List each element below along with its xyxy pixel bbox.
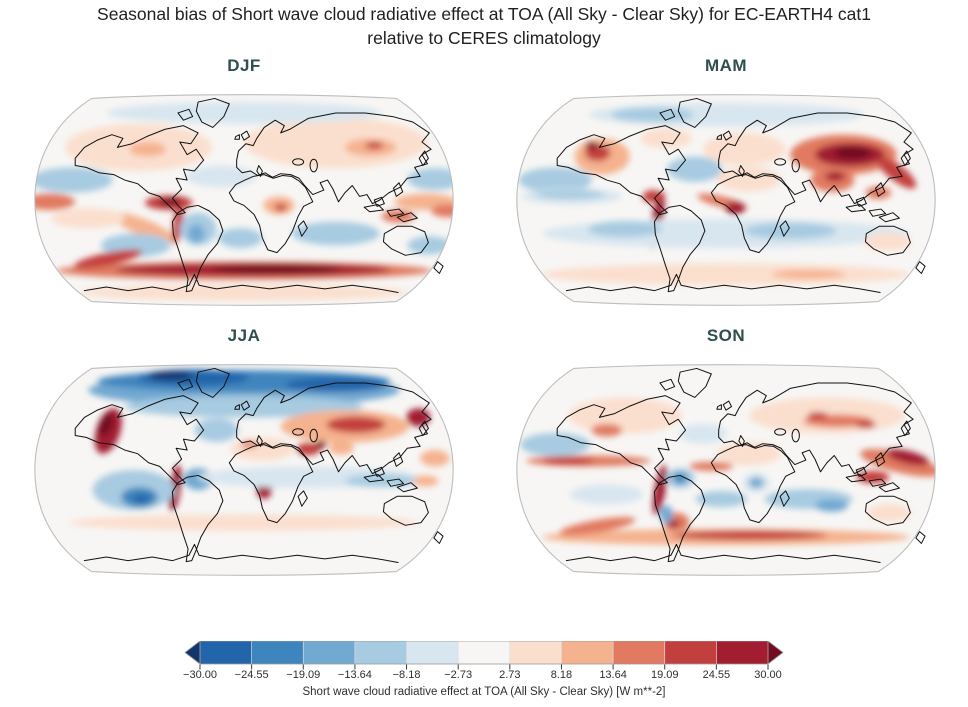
- colorbar-tick-label: 13.64: [599, 669, 627, 681]
- colorbar-outline: [199, 640, 769, 665]
- colorbar-segment: [458, 641, 511, 664]
- figure-title-line2: relative to CERES climatology: [367, 28, 601, 48]
- map-son: [515, 363, 937, 577]
- colorbar-label: Short wave cloud radiative effect at TOA…: [302, 686, 666, 698]
- colorbar-over-arrow: [767, 640, 784, 665]
- colorbar-segment: [716, 641, 769, 664]
- colorbar-segment: [251, 641, 304, 664]
- colorbar-tick-label: −24.55: [234, 669, 269, 681]
- figure-title-line1: Seasonal bias of Short wave cloud radiat…: [97, 4, 871, 24]
- map-mam-svg: [516, 94, 936, 306]
- colorbar-segment: [406, 641, 459, 664]
- colorbar-segment: [664, 641, 717, 664]
- map-jja: [33, 363, 455, 577]
- colorbar-svg: [184, 640, 784, 670]
- colorbar-segment: [303, 641, 356, 664]
- panel-title-mam: MAM: [704, 56, 748, 75]
- panel-title-son: SON: [706, 326, 746, 345]
- panel-title-djf: DJF: [227, 56, 261, 75]
- colorbar-segment: [354, 641, 407, 664]
- colorbar-tick-label: −13.64: [337, 669, 372, 681]
- colorbar-segment: [200, 641, 253, 664]
- colorbar-segment: [613, 641, 666, 664]
- colorbar-tick-label: 2.73: [499, 669, 521, 681]
- map-jja-svg: [34, 364, 454, 576]
- colorbar-segment: [561, 641, 614, 664]
- colorbar-tick-label: 19.09: [650, 669, 679, 681]
- colorbar-tick-label: 8.18: [550, 669, 573, 681]
- map-djf: [33, 93, 455, 307]
- colorbar-tick-label: 24.55: [702, 669, 731, 681]
- colorbar-tick-label: −2.73: [444, 669, 473, 681]
- map-son-svg: [516, 364, 936, 576]
- colorbar-tick-label: 30.00: [754, 669, 782, 681]
- colorbar-segment: [509, 641, 562, 664]
- colorbar-under-arrow: [184, 640, 201, 665]
- map-djf-svg: [34, 94, 454, 306]
- panel-title-jja: JJA: [227, 326, 261, 345]
- colorbar-tick-label: −30.00: [183, 669, 217, 681]
- colorbar-tick-label: −19.09: [286, 669, 321, 681]
- colorbar: [184, 640, 784, 671]
- map-mam: [515, 93, 937, 307]
- colorbar-tick-labels: −30.00 −24.55 −19.09 −13.64 −8.18 −2.73 2.73 8.…: [183, 669, 782, 683]
- colorbar-tick-label: −8.18: [392, 669, 421, 681]
- figure-title: Seasonal bias of Short wave cloud radiat…: [0, 2, 968, 50]
